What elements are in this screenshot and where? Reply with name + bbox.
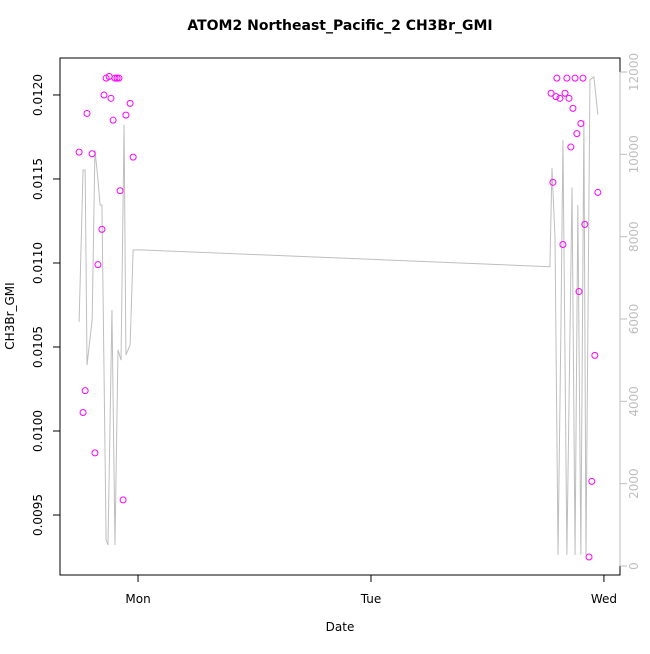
data-point xyxy=(75,148,83,156)
data-point xyxy=(588,477,596,485)
data-point xyxy=(565,94,573,102)
data-point xyxy=(98,225,106,233)
y-axis-label: CH3Br_GMI xyxy=(3,282,17,349)
x-tick-label: Mon xyxy=(125,592,150,606)
data-point xyxy=(119,496,127,504)
y2-tick-label: 0 xyxy=(627,562,641,570)
data-point xyxy=(575,288,583,296)
y-tick-label: 0.0100 xyxy=(31,410,45,452)
data-point xyxy=(100,91,108,99)
data-point xyxy=(573,130,581,138)
data-point xyxy=(591,351,599,359)
y-tick-label: 0.0110 xyxy=(31,242,45,284)
y2-tick-label: 6000 xyxy=(627,304,641,335)
y-tick-label: 0.0120 xyxy=(31,74,45,116)
data-point xyxy=(553,74,561,82)
data-point xyxy=(581,220,589,228)
data-point xyxy=(107,94,115,102)
data-point xyxy=(556,94,564,102)
x-tick-label: Tue xyxy=(360,592,382,606)
chart-title: ATOM2 Northeast_Pacific_2 CH3Br_GMI xyxy=(187,18,492,34)
data-point xyxy=(113,74,121,82)
y-tick-label: 0.0115 xyxy=(31,158,45,200)
data-point xyxy=(579,74,587,82)
data-point xyxy=(126,99,134,107)
data-point xyxy=(577,120,585,128)
data-line xyxy=(78,76,599,555)
data-point xyxy=(81,387,89,395)
data-point xyxy=(83,109,91,117)
data-point xyxy=(559,241,567,249)
data-point xyxy=(585,553,593,561)
data-point xyxy=(547,89,555,97)
y-tick-label: 0.0105 xyxy=(31,326,45,368)
y2-tick-label: 2000 xyxy=(627,468,641,499)
data-point xyxy=(115,74,123,82)
data-point xyxy=(561,89,569,97)
data-point xyxy=(111,74,119,82)
y2-tick-label: 10000 xyxy=(627,135,641,173)
y2-tick-label: 12000 xyxy=(627,53,641,91)
data-point xyxy=(94,261,102,269)
y-tick-label: 0.0095 xyxy=(31,494,45,536)
x-axis-label: Date xyxy=(326,620,355,634)
data-point xyxy=(563,74,571,82)
data-point xyxy=(88,150,96,158)
y2-tick-label: 4000 xyxy=(627,386,641,417)
data-point xyxy=(91,449,99,457)
data-point xyxy=(552,93,560,101)
data-point xyxy=(129,153,137,161)
data-point xyxy=(569,104,577,112)
data-point xyxy=(116,187,124,195)
y2-tick-label: 8000 xyxy=(627,221,641,252)
data-point xyxy=(594,188,602,196)
data-point xyxy=(122,111,130,119)
x-tick-label: Wed xyxy=(591,592,617,606)
data-point xyxy=(571,74,579,82)
data-point xyxy=(567,143,575,151)
data-point xyxy=(79,409,87,417)
data-point xyxy=(549,178,557,186)
data-point xyxy=(109,116,117,124)
